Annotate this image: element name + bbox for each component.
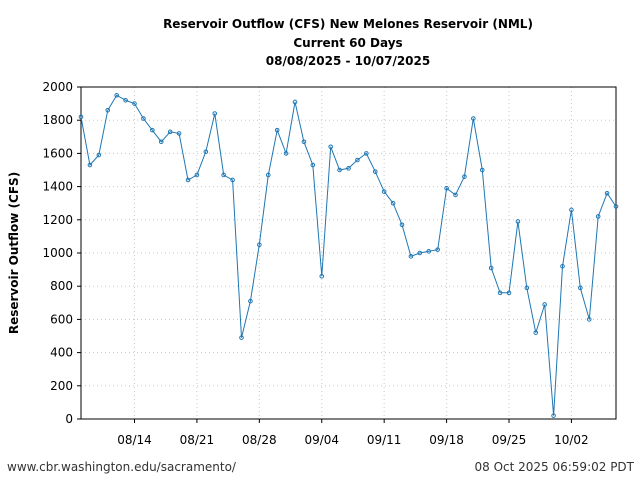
data-point	[355, 157, 360, 163]
data-point	[257, 242, 262, 247]
data-point	[167, 129, 173, 135]
data-point	[364, 151, 369, 156]
series-line	[80, 94, 617, 416]
data-point	[141, 116, 146, 121]
gridlines	[81, 86, 616, 420]
data-point	[462, 174, 467, 179]
x-tick-label: 09/25	[492, 433, 527, 447]
data-point	[346, 166, 351, 171]
data-point	[337, 167, 342, 173]
data-point	[176, 131, 182, 136]
y-tick-label: 1600	[42, 146, 73, 160]
data-point	[586, 317, 592, 322]
data-point	[185, 177, 191, 183]
y-tick-label: 1000	[42, 246, 73, 260]
data-point	[515, 219, 521, 224]
data-point	[150, 127, 155, 133]
data-point	[310, 162, 316, 168]
data-point	[283, 151, 289, 156]
data-point	[221, 172, 226, 178]
data-point	[560, 263, 565, 269]
data-point	[488, 265, 494, 271]
x-tick-label: 09/11	[367, 433, 402, 447]
data-point	[390, 200, 396, 206]
y-tick-label: 0	[65, 412, 73, 426]
data-point	[203, 149, 209, 155]
x-tick-label: 08/28	[242, 433, 277, 447]
data-point	[114, 93, 119, 98]
data-point	[569, 207, 574, 213]
data-point	[212, 111, 218, 116]
data-point	[381, 189, 387, 194]
data-point	[453, 192, 458, 198]
footer-source-url: www.cbr.washington.edu/sacramento/	[7, 460, 236, 474]
x-tick-label: 09/18	[429, 433, 464, 447]
x-tick-label: 10/02	[554, 433, 589, 447]
x-axis-ticks: 08/14 08/21 08/28 09/04 09/11 09/18 09/25 10/02	[117, 419, 589, 447]
data-point	[506, 290, 512, 296]
data-point	[319, 273, 325, 279]
data-point	[613, 204, 619, 209]
y-tick-label: 1800	[42, 113, 73, 127]
x-tick-label: 08/14	[117, 433, 152, 447]
data-point	[123, 97, 128, 103]
data-point	[399, 222, 405, 228]
data-point	[408, 254, 414, 259]
data-point	[435, 247, 440, 252]
plot-frame	[80, 86, 617, 420]
data-point	[132, 101, 137, 106]
y-tick-label: 600	[50, 312, 73, 326]
y-tick-label: 200	[50, 379, 73, 393]
data-point	[239, 335, 244, 340]
data-point	[301, 139, 307, 145]
data-point	[578, 285, 583, 291]
data-point	[328, 144, 333, 150]
chart-date-range: 08/08/2025 - 10/07/2025	[266, 54, 430, 68]
footer-timestamp: 08 Oct 2025 06:59:02 PDT	[474, 460, 634, 474]
data-point	[248, 298, 253, 304]
data-point	[417, 250, 423, 256]
chart-title: Reservoir Outflow (CFS) New Melones Rese…	[163, 17, 533, 31]
data-point	[497, 290, 503, 296]
data-point	[604, 190, 610, 196]
data-point	[265, 172, 271, 178]
series-markers	[78, 93, 619, 418]
data-point	[194, 172, 200, 178]
y-axis-label: Reservoir Outflow (CFS)	[7, 172, 21, 334]
data-point	[479, 167, 485, 173]
data-point	[595, 214, 601, 219]
data-point	[533, 330, 539, 335]
data-point	[230, 177, 235, 183]
y-tick-label: 1200	[42, 213, 73, 227]
y-tick-label: 2000	[42, 80, 73, 94]
x-tick-label: 08/21	[180, 433, 215, 447]
y-tick-label: 1400	[42, 180, 73, 194]
data-point	[292, 99, 298, 105]
data-point	[444, 185, 449, 191]
y-axis-ticks: 0 200 400 600 800 1000 1200 1400 1600 1800 2000	[42, 80, 81, 426]
data-point	[542, 302, 547, 307]
data-point	[551, 413, 556, 418]
data-point	[524, 285, 530, 291]
chart-subtitle: Current 60 Days	[293, 36, 402, 50]
x-tick-label: 09/04	[304, 433, 339, 447]
data-point	[105, 107, 111, 113]
data-point	[87, 162, 93, 168]
data-point	[426, 249, 432, 254]
data-point	[78, 114, 84, 120]
data-point	[372, 169, 378, 174]
y-tick-label: 800	[50, 279, 73, 293]
data-point	[274, 127, 280, 133]
data-point	[158, 139, 164, 145]
data-point	[471, 116, 476, 121]
y-tick-label: 400	[50, 346, 73, 360]
data-point	[96, 152, 102, 158]
